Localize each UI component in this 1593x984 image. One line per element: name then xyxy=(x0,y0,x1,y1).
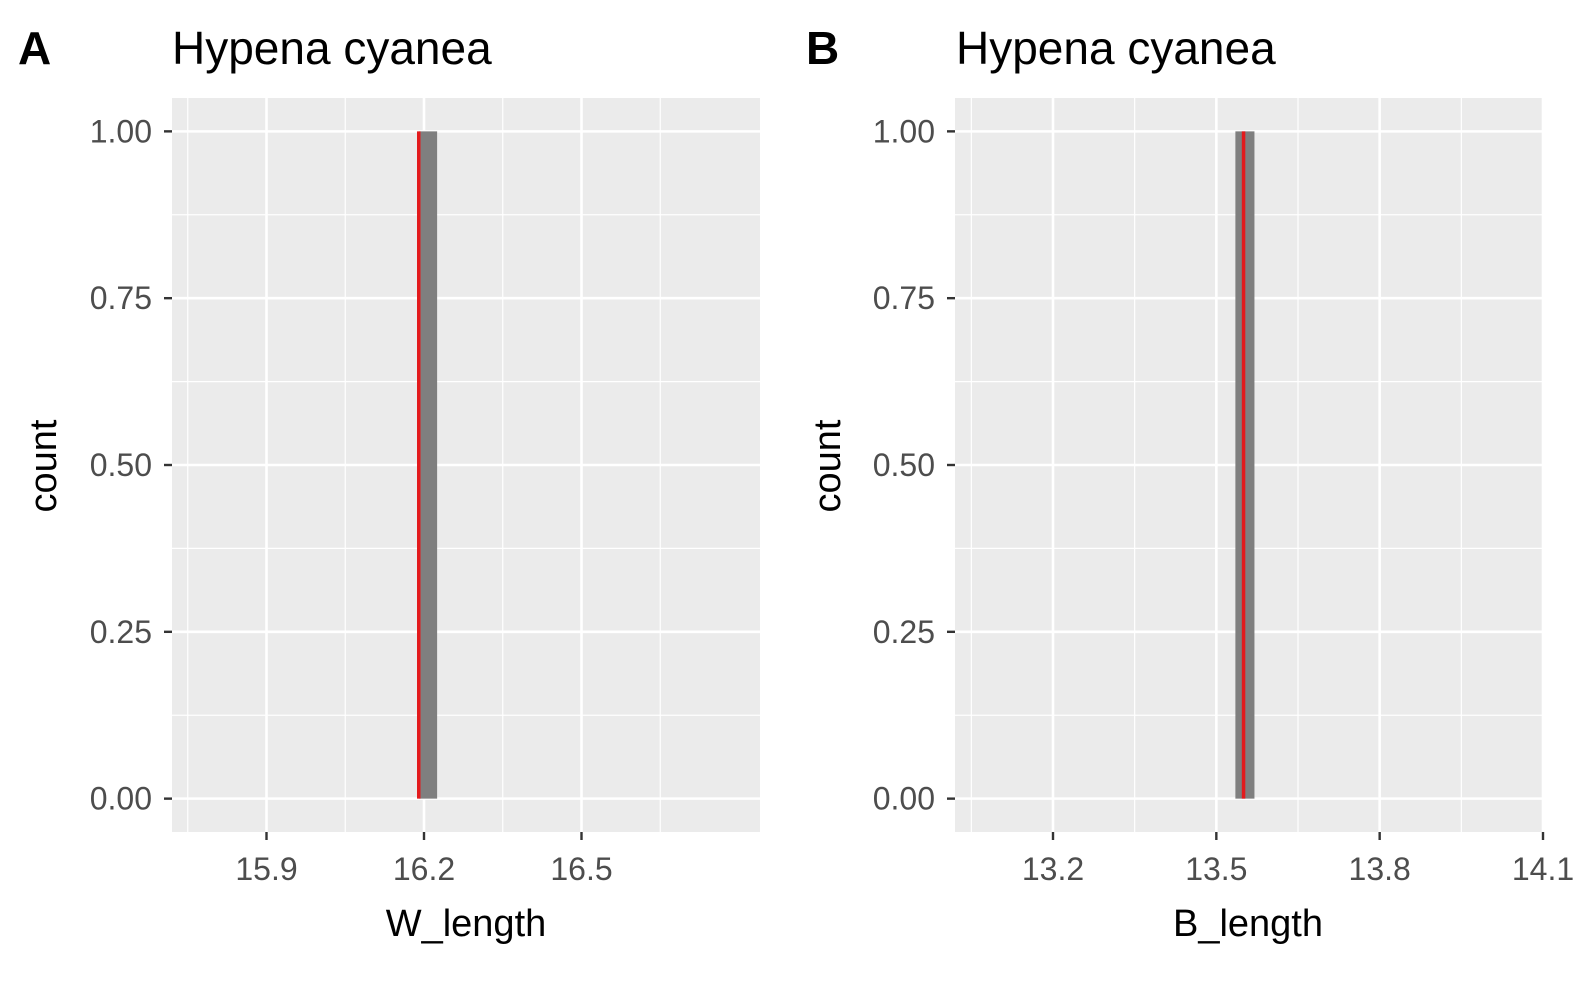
y-tick-label: 0.50 xyxy=(90,447,152,483)
chart-title: Hypena cyanea xyxy=(956,22,1276,74)
x-axis-title: B_length xyxy=(1173,903,1323,945)
y-axis-title: count xyxy=(23,419,65,512)
y-tick-label: 0.00 xyxy=(873,781,935,817)
y-tick-label: 1.00 xyxy=(873,113,935,149)
x-axis-title: W_length xyxy=(386,903,547,945)
y-tick-label: 0.00 xyxy=(90,781,152,817)
panel-label: B xyxy=(806,22,839,74)
x-tick-label: 13.2 xyxy=(1022,851,1084,887)
chart-title: Hypena cyanea xyxy=(172,22,492,74)
y-tick-label: 0.25 xyxy=(90,614,152,650)
x-tick-label: 13.8 xyxy=(1349,851,1411,887)
y-tick-label: 1.00 xyxy=(90,113,152,149)
y-tick-label: 0.25 xyxy=(873,614,935,650)
panel-label: A xyxy=(18,22,51,74)
y-tick-label: 0.75 xyxy=(90,280,152,316)
x-tick-label: 15.9 xyxy=(235,851,297,887)
x-tick-label: 14.1 xyxy=(1512,851,1574,887)
histogram-bar xyxy=(418,131,438,799)
x-tick-label: 16.5 xyxy=(550,851,612,887)
y-tick-label: 0.50 xyxy=(873,447,935,483)
x-tick-label: 13.5 xyxy=(1185,851,1247,887)
panel-b: 13.2 13.5 13.8 14.1 0.00 0.25 0.50 0.75 1.00 B H… xyxy=(806,22,1574,945)
x-tick-label: 16.2 xyxy=(393,851,455,887)
panel-a: 15.9 16.2 16.5 0.00 0.25 0.50 0.75 1.00 A Hypen… xyxy=(18,22,760,945)
y-tick-label: 0.75 xyxy=(873,280,935,316)
y-axis-title: count xyxy=(807,419,849,512)
